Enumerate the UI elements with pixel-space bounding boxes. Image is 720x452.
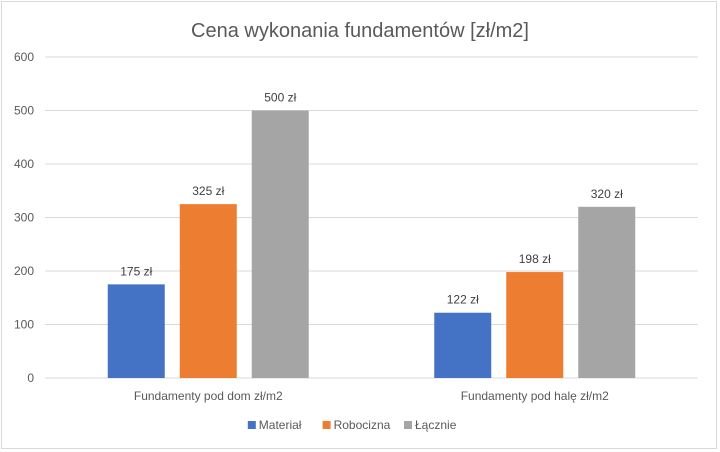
y-tick-label: 300	[14, 211, 34, 225]
data-label: 325 zł	[192, 184, 224, 198]
bar	[251, 110, 309, 378]
bar	[578, 206, 636, 378]
bar	[434, 312, 492, 378]
y-tick-label: 400	[14, 157, 34, 171]
data-label: 320 zł	[591, 187, 623, 201]
y-tick-label: 500	[14, 104, 34, 118]
legend-entry: Łącznie	[415, 418, 457, 432]
y-tick-label: 600	[14, 50, 34, 64]
x-tick-label: Fundamenty pod halę zł/m2	[461, 389, 609, 403]
y-tick-label: 0	[27, 371, 34, 385]
legend-swatch	[247, 421, 256, 429]
data-label: 122 zł	[447, 293, 479, 307]
y-tick-label: 100	[14, 318, 34, 332]
data-label: 175 zł	[120, 264, 152, 278]
chart-title: Cena wykonania fundamentów [zł/m2]	[191, 20, 529, 42]
legend-entry: Robocizna	[334, 418, 391, 432]
bar	[107, 284, 165, 378]
data-label: 198 zł	[519, 252, 551, 266]
bar	[506, 272, 564, 378]
bar	[179, 204, 237, 378]
x-tick-label: Fundamenty pod dom zł/m2	[134, 389, 283, 403]
y-tick-label: 200	[14, 264, 34, 278]
legend-entry: Materiał	[259, 418, 302, 432]
data-label: 500 zł	[264, 91, 296, 105]
legend-swatch	[322, 421, 331, 429]
legend-swatch	[404, 421, 412, 429]
